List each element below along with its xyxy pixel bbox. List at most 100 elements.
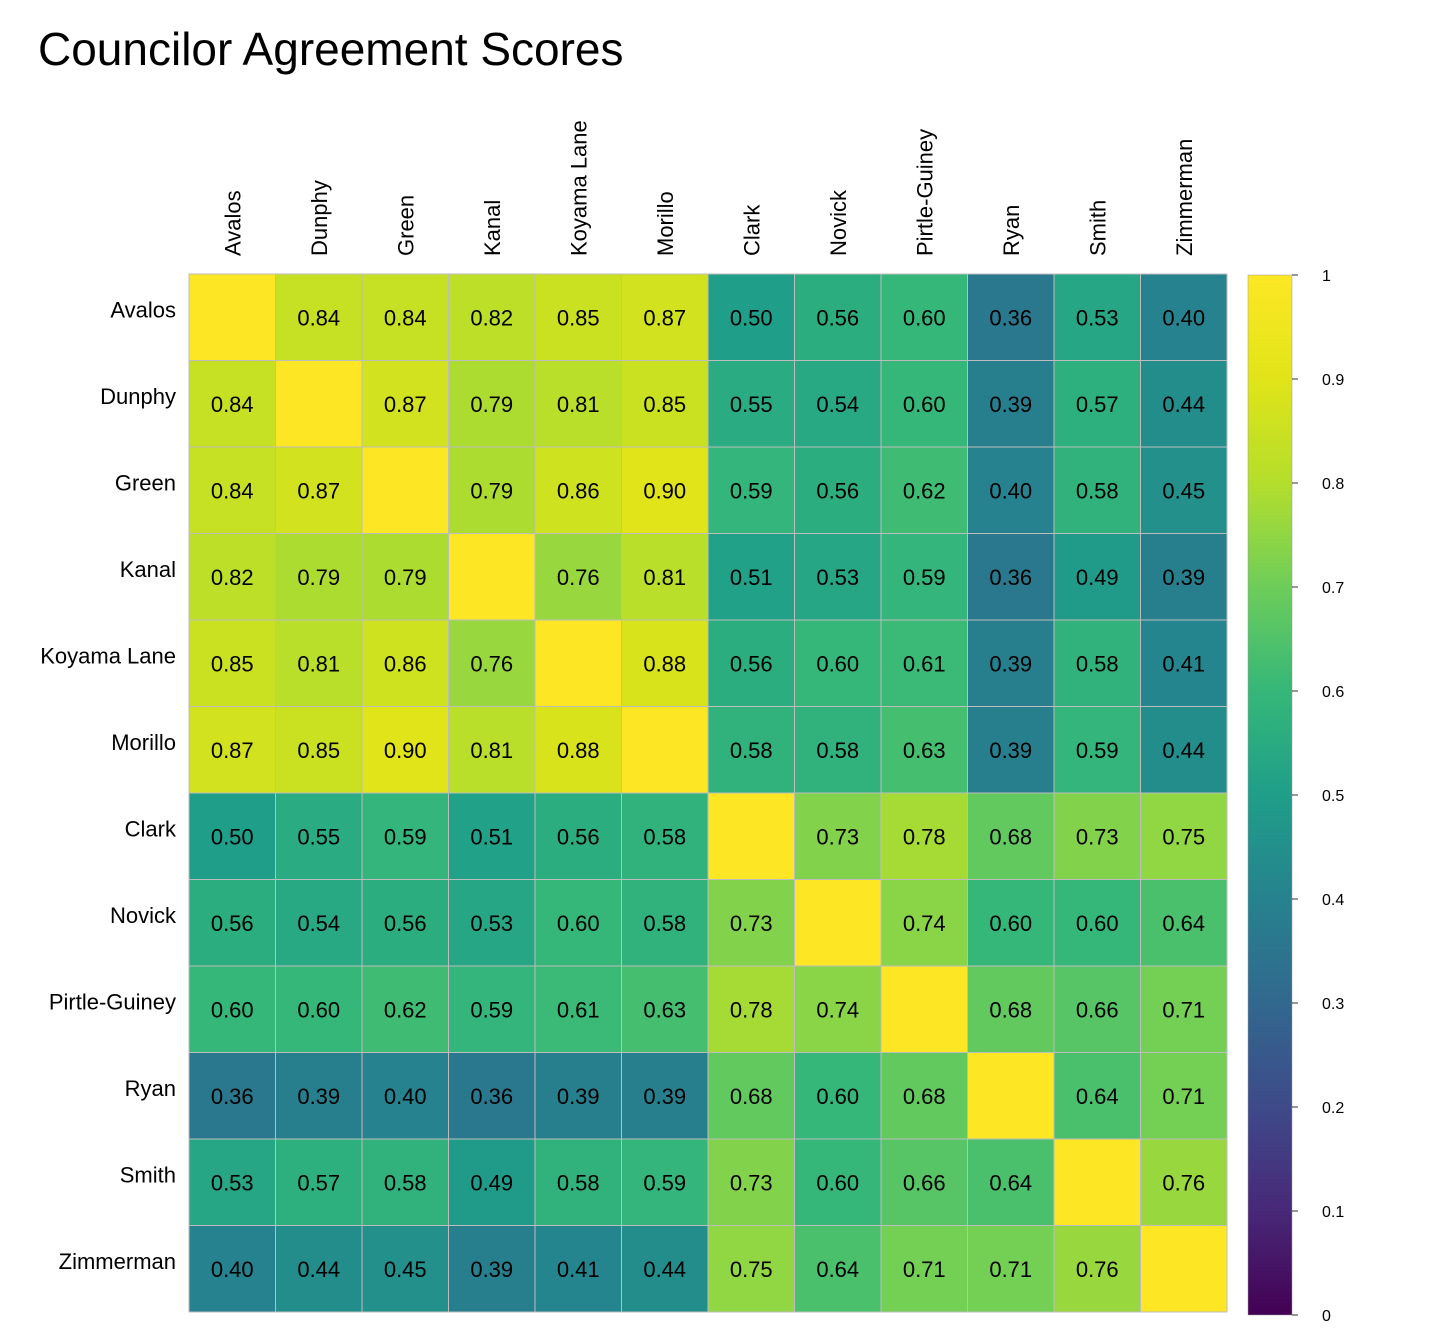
cell-value-label: 0.59	[903, 565, 946, 590]
heatmap-cell	[448, 965, 536, 1053]
column-label: Zimmerman	[1172, 139, 1197, 256]
cell-value-label: 0.78	[903, 824, 946, 849]
cell-value-label: 0.84	[297, 305, 340, 330]
cell-value-label: 0.53	[816, 565, 859, 590]
heatmap-cell	[880, 360, 968, 448]
cell-value-label: 0.79	[470, 478, 513, 503]
column-label: Clark	[739, 204, 764, 256]
cell-value-label: 0.86	[557, 478, 600, 503]
heatmap-cell	[275, 1138, 363, 1226]
cell-value-label: 0.71	[903, 1257, 946, 1282]
heatmap-cell	[361, 446, 449, 534]
heatmap-cell	[794, 446, 882, 534]
heatmap-cell	[880, 1138, 968, 1226]
heatmap-cell	[794, 273, 882, 361]
cell-value-label: 0.63	[643, 997, 686, 1022]
cell-value-label: 0.39	[297, 1084, 340, 1109]
cell-value-label: 0.60	[1076, 911, 1119, 936]
cell-value-label: 0.58	[1076, 478, 1119, 503]
cell-value-label: 0.62	[384, 997, 427, 1022]
heatmap-cell	[361, 879, 449, 967]
heatmap-cell	[880, 446, 968, 534]
cell-value-label: 0.81	[643, 565, 686, 590]
heatmap-cell	[534, 1225, 622, 1313]
cell-value-label: 0.60	[903, 305, 946, 330]
cell-value-label: 0.84	[211, 392, 254, 417]
heatmap-cell	[621, 360, 709, 448]
heatmap-cell	[188, 1138, 276, 1226]
heatmap-cell	[1140, 533, 1228, 621]
cell-value-label: 0.39	[470, 1257, 513, 1282]
heatmap-cell	[967, 273, 1055, 361]
heatmap-cell	[448, 1052, 536, 1140]
column-label: Green	[393, 195, 418, 256]
heatmap-cell	[1053, 1225, 1141, 1313]
heatmap-cell	[1140, 1225, 1228, 1313]
colorbar-tick-label: 0.3	[1322, 996, 1344, 1013]
heatmap-cell	[967, 1052, 1055, 1140]
cell-value-label: 0.58	[643, 824, 686, 849]
heatmap-cell	[880, 273, 968, 361]
row-label: Green	[115, 470, 176, 495]
cell-value-label: 0.79	[384, 565, 427, 590]
heatmap-cell	[275, 965, 363, 1053]
cell-value-label: 0.74	[816, 997, 859, 1022]
cell-value-label: 0.68	[989, 997, 1032, 1022]
heatmap-cell	[275, 879, 363, 967]
heatmap-cell	[188, 1225, 276, 1313]
heatmap-cell	[188, 1052, 276, 1140]
cell-value-label: 0.85	[297, 738, 340, 763]
cell-value-label: 0.53	[211, 1170, 254, 1195]
heatmap-cell	[448, 360, 536, 448]
cell-value-label: 0.39	[1162, 565, 1205, 590]
heatmap-cell	[188, 879, 276, 967]
heatmap-cell	[794, 792, 882, 880]
heatmap-cell	[1053, 965, 1141, 1053]
column-label: Dunphy	[307, 180, 332, 256]
heatmap-cell	[1053, 879, 1141, 967]
cell-value-label: 0.60	[989, 911, 1032, 936]
heatmap-cell	[534, 965, 622, 1053]
cell-value-label: 0.40	[384, 1084, 427, 1109]
cell-value-label: 0.64	[1162, 911, 1205, 936]
cell-value-label: 0.56	[730, 651, 773, 676]
cell-value-label: 0.39	[989, 651, 1032, 676]
column-label: Novick	[826, 189, 851, 256]
cell-value-label: 0.85	[211, 651, 254, 676]
cell-value-label: 0.61	[557, 997, 600, 1022]
heatmap-cell	[534, 273, 622, 361]
cell-value-label: 0.59	[384, 824, 427, 849]
column-label: Morillo	[653, 191, 678, 256]
heatmap-cell	[448, 1138, 536, 1226]
cell-value-label: 0.57	[1076, 392, 1119, 417]
heatmap-cell	[967, 360, 1055, 448]
cell-value-label: 0.78	[730, 997, 773, 1022]
cell-value-label: 0.73	[1076, 824, 1119, 849]
heatmap-cell	[275, 446, 363, 534]
cell-value-label: 0.76	[1076, 1257, 1119, 1282]
heatmap-cell	[188, 360, 276, 448]
cell-value-label: 0.71	[1162, 1084, 1205, 1109]
cell-value-label: 0.56	[557, 824, 600, 849]
cell-value-label: 0.39	[557, 1084, 600, 1109]
cell-value-label: 0.45	[384, 1257, 427, 1282]
heatmap-cell	[967, 706, 1055, 794]
heatmap-cell	[707, 360, 795, 448]
row-label: Kanal	[120, 557, 176, 582]
cell-value-label: 0.40	[1162, 305, 1205, 330]
cell-value-label: 0.64	[989, 1170, 1032, 1195]
cell-value-label: 0.87	[384, 392, 427, 417]
cell-value-label: 0.90	[384, 738, 427, 763]
cell-value-label: 0.40	[989, 478, 1032, 503]
cell-value-label: 0.76	[470, 651, 513, 676]
cell-value-label: 0.79	[470, 392, 513, 417]
cell-value-label: 0.85	[643, 392, 686, 417]
heatmap-cell	[794, 965, 882, 1053]
cell-value-label: 0.55	[730, 392, 773, 417]
heatmap-cell	[880, 879, 968, 967]
row-label: Pirtle-Guiney	[49, 989, 176, 1014]
heatmap-cell	[361, 1052, 449, 1140]
heatmap-cell	[707, 1225, 795, 1313]
cell-value-label: 0.49	[1076, 565, 1119, 590]
cell-value-label: 0.68	[730, 1084, 773, 1109]
